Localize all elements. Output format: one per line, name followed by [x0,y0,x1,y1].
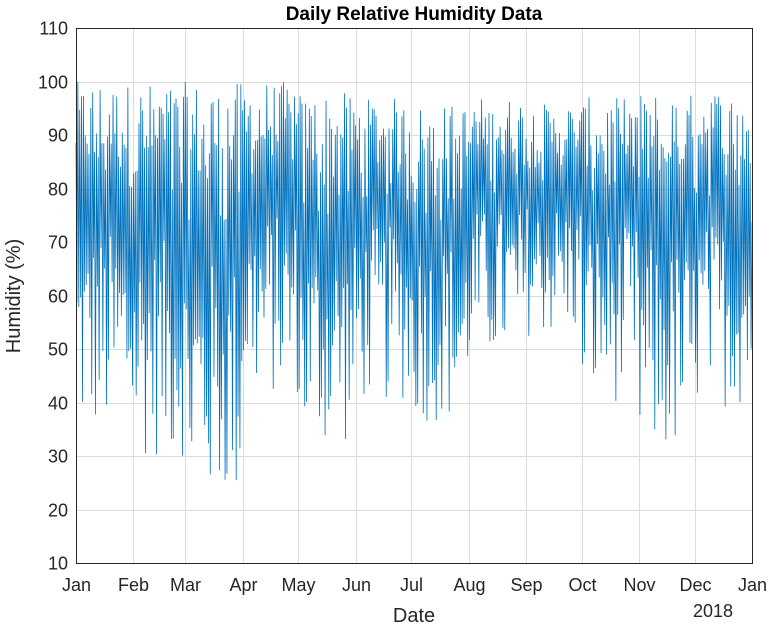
chart-title: Daily Relative Humidity Data [286,4,543,25]
x-tick-label: Apr [229,575,257,595]
x-tick-label: Jun [342,575,371,595]
x-tick-labels: Jan Feb Mar Apr May Jun Jul Aug Sep Oct Nov Dec Jan [62,575,767,595]
y-tick-label: 110 [39,19,68,39]
x-tick-label: Mar [170,575,201,595]
x-axis-label: Date [393,605,435,626]
y-axis-label: Humidity (%) [3,239,25,353]
x-tick-label: Sep [510,575,542,595]
y-tick-label: 90 [48,126,68,146]
y-tick-label: 80 [48,180,68,200]
x-tick-label: Oct [568,575,596,595]
y-tick-label: 10 [48,554,68,574]
y-tick-label: 50 [48,340,68,360]
y-tick-labels: 10 20 30 40 50 60 70 80 90 100 110 [38,19,68,574]
x-tick-label: Dec [679,575,711,595]
y-tick-label: 20 [48,501,68,521]
humidity-series-line [75,81,753,481]
plot-frame [76,28,753,564]
x-tick-label: Aug [453,575,485,595]
x-tick-label: Jan [62,575,91,595]
y-tick-label: 100 [38,73,68,93]
x-tick-label: Nov [623,575,655,595]
y-tick-label: 40 [48,394,68,414]
y-tick-label: 30 [48,447,68,467]
x-secondary-label: 2018 [693,601,733,621]
x-tick-label: May [281,575,315,595]
series-layer [75,81,753,481]
y-tick-label: 60 [48,287,68,307]
x-tick-label: Feb [118,575,149,595]
x-tick-label: Jul [400,575,423,595]
y-tick-label: 70 [48,233,68,253]
x-tick-label: Jan [738,575,767,595]
